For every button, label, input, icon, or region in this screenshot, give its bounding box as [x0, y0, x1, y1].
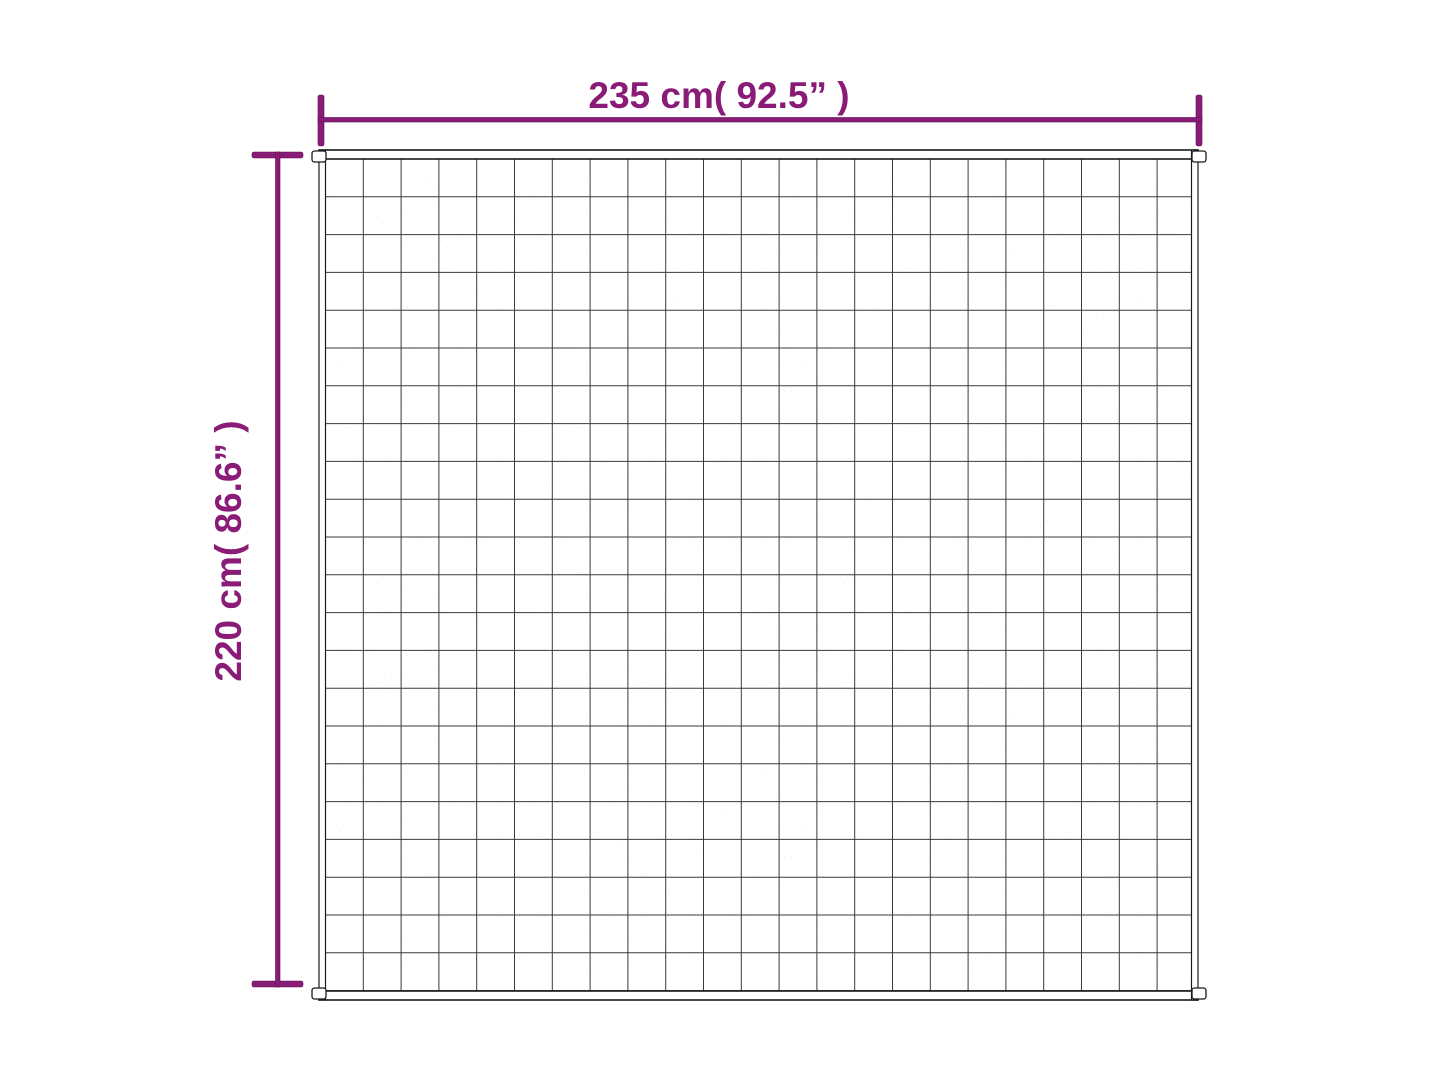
svg-text:235 cm( 92.5” ): 235 cm( 92.5” ) — [588, 75, 849, 116]
svg-text:220 cm( 86.6” ): 220 cm( 86.6” ) — [208, 420, 249, 681]
